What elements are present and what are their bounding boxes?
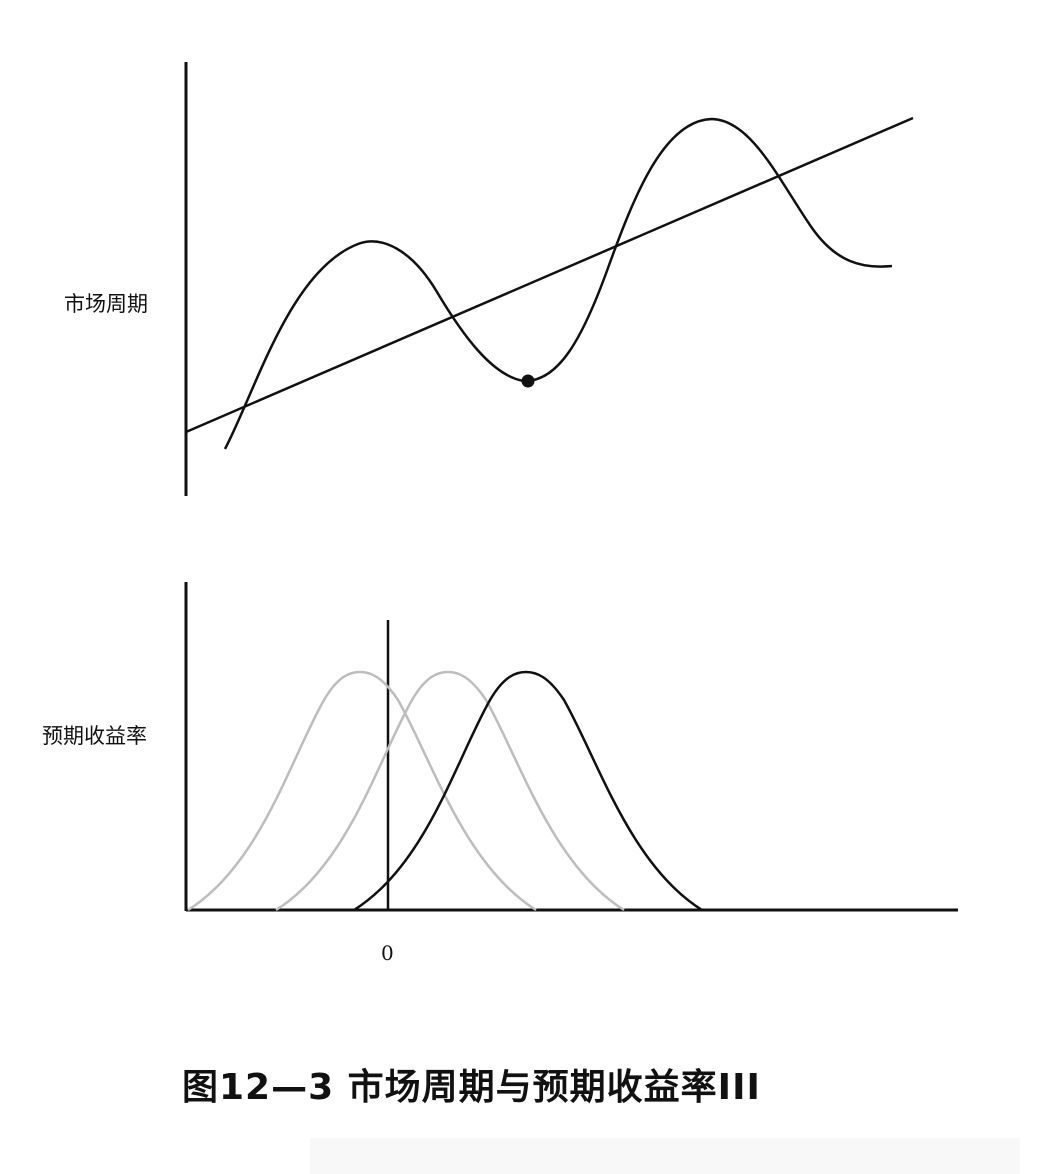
bottom-panel xyxy=(184,582,958,912)
return-distribution-3 xyxy=(353,670,703,912)
figure-caption: 图12—3 市场周期与预期收益率III xyxy=(182,1067,761,1108)
bottom-strip xyxy=(310,1138,1020,1174)
bottom-y-axis-label: 预期收益率 xyxy=(42,724,147,748)
return-distribution-2 xyxy=(275,670,625,912)
cycle-low-point xyxy=(521,374,535,388)
market-cycle-curve xyxy=(223,117,893,450)
return-distribution-1 xyxy=(187,670,537,912)
top-panel xyxy=(184,62,914,496)
trend-line xyxy=(185,116,914,434)
top-y-axis-label: 市场周期 xyxy=(64,292,148,316)
zero-tick-label: 0 xyxy=(381,941,394,965)
